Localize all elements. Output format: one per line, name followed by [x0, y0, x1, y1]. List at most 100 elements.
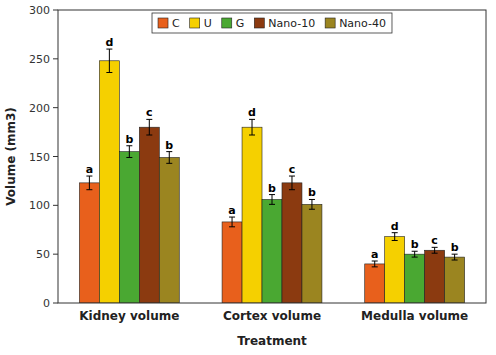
- error-bar: [269, 195, 275, 205]
- legend-frame: [152, 13, 392, 33]
- error-line: [434, 247, 435, 253]
- error-bar: [309, 199, 315, 209]
- y-tick-label: 150: [29, 151, 50, 164]
- error-line: [374, 261, 375, 267]
- error-cap: [86, 189, 92, 190]
- error-line: [291, 176, 292, 190]
- y-tick: [53, 10, 58, 11]
- error-cap: [309, 209, 315, 210]
- sig-label: b: [451, 241, 459, 254]
- y-tick: [53, 58, 58, 59]
- legend-label: Nano-40: [339, 17, 386, 30]
- error-bar: [229, 217, 235, 227]
- y-tick-label: 0: [43, 297, 50, 310]
- y-tick-label: 50: [36, 248, 50, 261]
- x-tick-label: Cortex volume: [223, 309, 321, 323]
- error-cap: [269, 204, 275, 205]
- legend: C U G Nano-10 Nano-40: [152, 13, 392, 33]
- error-bar: [432, 247, 438, 253]
- error-cap: [126, 157, 132, 158]
- y-tick: [53, 254, 58, 255]
- error-line: [129, 146, 130, 158]
- legend-label: G: [236, 17, 245, 30]
- bar: [159, 157, 179, 303]
- error-bar: [166, 152, 172, 164]
- error-cap: [392, 240, 398, 241]
- plot-frame: [58, 10, 486, 303]
- bar: [425, 250, 445, 303]
- error-bar: [146, 119, 152, 135]
- bar: [262, 199, 282, 303]
- bar: [99, 61, 119, 303]
- error-bar: [392, 233, 398, 241]
- sig-label: b: [165, 139, 173, 152]
- bar: [385, 237, 405, 303]
- sig-label: d: [105, 36, 113, 49]
- sig-label: b: [125, 133, 133, 146]
- error-line: [454, 254, 455, 260]
- error-cap: [229, 226, 235, 227]
- y-axis-title: Volume (mm3): [4, 107, 18, 206]
- error-cap: [432, 253, 438, 254]
- y-tick: [53, 205, 58, 206]
- y-tick: [53, 107, 58, 108]
- error-cap: [166, 163, 172, 164]
- bar: [139, 127, 159, 303]
- bar: [282, 183, 302, 303]
- legend-swatch: [222, 18, 232, 28]
- bars: [79, 49, 464, 303]
- error-line: [89, 176, 90, 190]
- sig-label: b: [411, 238, 419, 251]
- error-cap: [372, 266, 378, 267]
- sig-label: c: [289, 163, 296, 176]
- legend-swatch: [254, 18, 264, 28]
- error-line: [109, 49, 110, 72]
- x-tick-label: Kidney volume: [79, 309, 179, 323]
- legend-swatch: [158, 18, 168, 28]
- sig-label: c: [431, 234, 438, 247]
- error-line: [252, 119, 253, 135]
- error-line: [394, 233, 395, 241]
- sig-label: a: [228, 204, 235, 217]
- error-bar: [126, 146, 132, 158]
- legend-swatch: [325, 18, 335, 28]
- legend-label: U: [204, 17, 212, 30]
- error-cap: [289, 189, 295, 190]
- error-bar: [249, 119, 255, 135]
- error-bar: [412, 251, 418, 257]
- bar: [405, 254, 425, 303]
- sig-label: b: [308, 186, 316, 199]
- legend-label: Nano-10: [268, 17, 315, 30]
- sig-label: b: [268, 182, 276, 195]
- error-cap: [106, 72, 112, 73]
- y-tick-label: 200: [29, 102, 50, 115]
- legend-label: C: [172, 17, 180, 30]
- error-line: [149, 119, 150, 135]
- sig-label: d: [391, 220, 399, 233]
- error-cap: [412, 257, 418, 258]
- sig-label: a: [371, 248, 378, 261]
- error-line: [414, 251, 415, 257]
- error-bar: [452, 254, 458, 260]
- y-tick-label: 250: [29, 53, 50, 66]
- error-cap: [452, 260, 458, 261]
- bar: [445, 257, 465, 303]
- sig-label: d: [248, 106, 256, 119]
- y-tick-label: 300: [29, 4, 50, 17]
- bar: [222, 222, 242, 303]
- y-tick-label: 100: [29, 199, 50, 212]
- chart: 050100150200250300aaadddbbbcccbbbKidney …: [0, 0, 496, 355]
- error-line: [311, 199, 312, 209]
- sig-label: a: [86, 163, 93, 176]
- bar: [119, 152, 139, 303]
- x-tick-label: Medulla volume: [361, 309, 468, 323]
- error-bar: [86, 176, 92, 190]
- error-bar: [289, 176, 295, 190]
- x-axis-title: Treatment: [237, 334, 307, 348]
- bar: [302, 204, 322, 303]
- y-tick: [53, 156, 58, 157]
- error-cap: [249, 135, 255, 136]
- error-line: [169, 152, 170, 164]
- y-tick: [53, 303, 58, 304]
- error-bar: [372, 261, 378, 267]
